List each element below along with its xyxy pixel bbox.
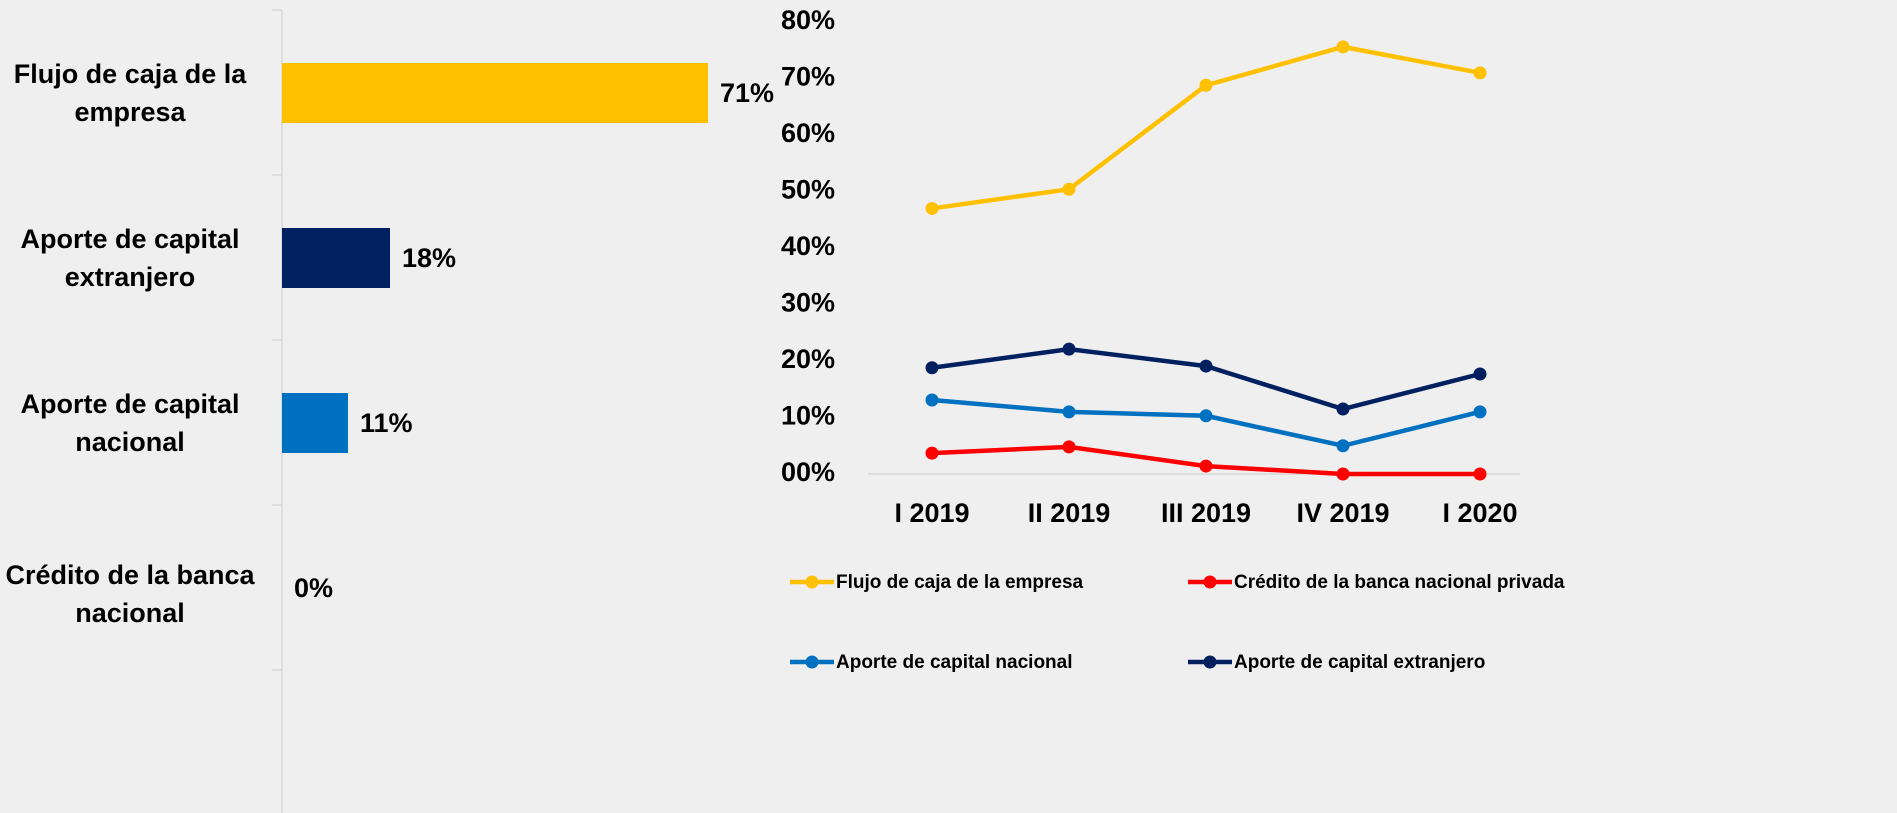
category-label: Aporte de capital extranjero (20, 224, 240, 292)
series-point (1199, 459, 1213, 473)
series-line (931, 397, 1481, 449)
series-point (925, 201, 939, 215)
y-tick-label: 40% (781, 231, 835, 261)
legend-label: Crédito de la banca nacional privada (1234, 572, 1565, 593)
legend-marker (1203, 655, 1217, 669)
y-tick-label: 50% (781, 175, 835, 205)
category-label: Flujo de caja de la empresa (13, 59, 247, 127)
series-point (1336, 40, 1350, 54)
series-point (925, 446, 939, 460)
bar (282, 63, 708, 123)
x-tick-label: I 2020 (1442, 498, 1517, 528)
legend-label: Aporte de capital nacional (836, 652, 1073, 673)
value-label: 71% (720, 78, 774, 108)
y-tick-label: 70% (781, 62, 835, 92)
y-tick-label: 20% (781, 344, 835, 374)
legend-marker (1203, 575, 1217, 589)
legend-label: Aporte de capital extranjero (1234, 652, 1485, 673)
y-tick-label: 80% (781, 5, 835, 35)
value-label: 11% (360, 408, 413, 438)
series-point (1062, 440, 1076, 454)
category-label: Crédito de la banca nacional (5, 560, 255, 628)
y-tick-label: 60% (781, 118, 835, 148)
series-point (1199, 409, 1213, 423)
y-tick-label: 00% (781, 457, 835, 487)
series-point (1062, 182, 1076, 196)
legend-marker (805, 575, 819, 589)
series-point (1336, 402, 1350, 416)
value-label: 18% (402, 243, 456, 273)
series-line (931, 346, 1481, 412)
legend-label: Flujo de caja de la empresa (836, 572, 1084, 593)
series-point (1199, 78, 1213, 92)
series-point (1062, 405, 1076, 419)
bar (282, 393, 348, 453)
y-tick-label: 10% (781, 401, 835, 431)
value-label: 0% (294, 573, 333, 603)
x-tick-label: IV 2019 (1296, 498, 1389, 528)
series-point (1199, 359, 1213, 373)
legend-marker (805, 655, 819, 669)
x-tick-label: I 2019 (894, 498, 969, 528)
x-tick-label: III 2019 (1161, 498, 1251, 528)
series-point (1473, 467, 1487, 481)
series-point (1473, 405, 1487, 419)
series-point (1473, 367, 1487, 381)
category-label: Aporte de capital nacional (20, 389, 240, 457)
bar (282, 228, 390, 288)
series-point (925, 361, 939, 375)
series-point (925, 393, 939, 407)
x-tick-label: II 2019 (1028, 498, 1111, 528)
y-tick-label: 30% (781, 288, 835, 318)
series-point (1062, 342, 1076, 356)
series-line (931, 44, 1481, 211)
series-point (1336, 467, 1350, 481)
series-point (1336, 439, 1350, 453)
series-point (1473, 66, 1487, 80)
